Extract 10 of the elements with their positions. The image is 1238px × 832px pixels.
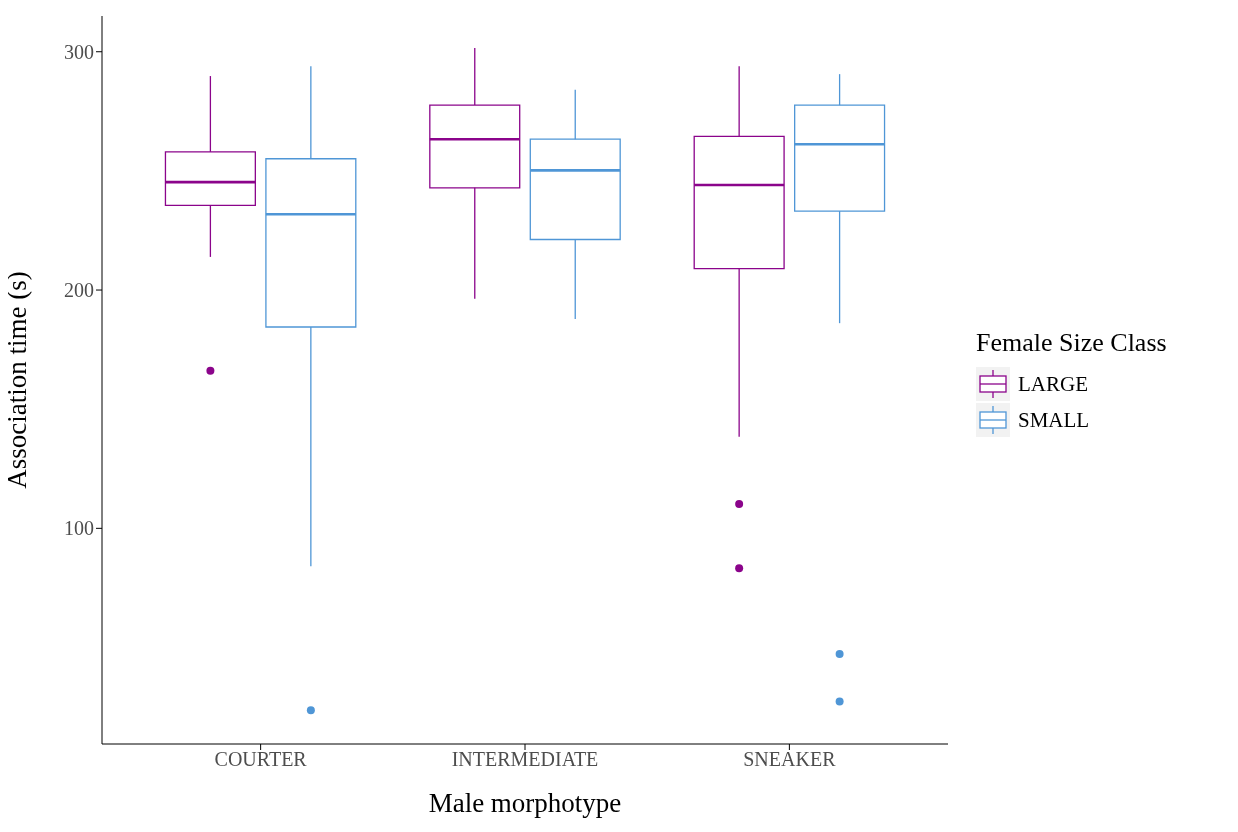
y-tick-label: 200: [64, 279, 94, 302]
x-tick-label: COURTER: [214, 748, 308, 771]
legend-label: SMALL: [1018, 407, 1090, 433]
x-tick-label: SNEAKER: [743, 748, 837, 771]
x-tick-label: INTERMEDIATE: [451, 748, 599, 771]
y-tick-label: 300: [64, 40, 94, 63]
x-axis-title: Male morphotype: [428, 788, 622, 818]
legend-label: LARGE: [1018, 371, 1088, 397]
y-tick-label: 100: [64, 517, 94, 540]
legend-title: Female Size Class: [976, 328, 1167, 358]
